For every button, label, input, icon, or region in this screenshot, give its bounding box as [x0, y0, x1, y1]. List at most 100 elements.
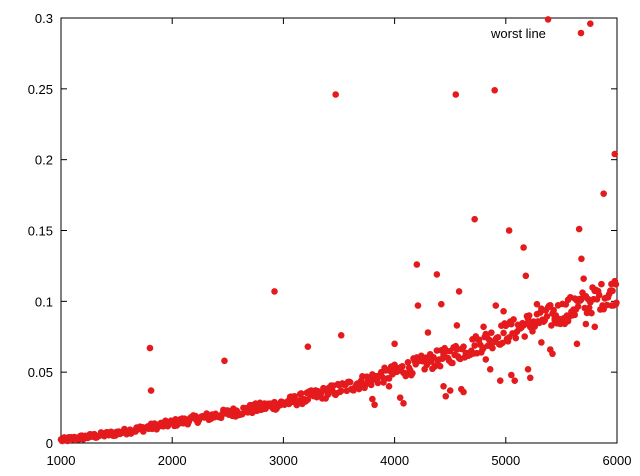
plot-frame [60, 17, 618, 444]
data-point [436, 362, 444, 370]
data-point [588, 309, 595, 317]
data-point [346, 378, 354, 386]
data-point [520, 244, 527, 251]
data-point [409, 369, 416, 377]
legend: worst line [490, 26, 585, 41]
data-point [404, 359, 412, 366]
y-tick-label: 0.2 [35, 153, 53, 168]
data-point [480, 323, 487, 331]
data-point [482, 356, 490, 363]
data-point [494, 333, 502, 341]
data-point [500, 307, 507, 315]
data-point [508, 371, 515, 379]
data-point [582, 320, 590, 328]
data-point [524, 366, 532, 373]
data-point [304, 396, 312, 403]
data-point [396, 394, 404, 401]
data-point [297, 390, 305, 397]
data-point [452, 91, 460, 98]
data-point [380, 379, 387, 386]
data-point [510, 316, 517, 323]
data-point [369, 395, 376, 403]
data-point [522, 272, 530, 280]
legend-label: worst line [490, 26, 546, 41]
data-point [460, 388, 467, 396]
data-point [543, 313, 551, 320]
data-point [413, 261, 421, 268]
data-point [337, 332, 345, 339]
data-point [379, 373, 386, 381]
data-point [486, 366, 494, 373]
data-point [512, 334, 520, 342]
data-point [511, 377, 518, 384]
data-point [578, 255, 585, 263]
data-point [460, 343, 467, 350]
y-tick-label: 0 [46, 436, 53, 451]
data-point [613, 299, 620, 307]
data-point [455, 288, 463, 295]
data-point [304, 343, 312, 350]
data-points [57, 16, 620, 445]
data-point [546, 302, 554, 309]
data-point [505, 227, 513, 234]
data-point [538, 339, 545, 346]
data-point [424, 329, 432, 336]
y-tick-label: 0.3 [35, 11, 53, 26]
data-point [600, 190, 607, 197]
data-point [146, 344, 154, 352]
data-point [585, 304, 593, 312]
x-tick-label: 4000 [380, 453, 409, 468]
y-tick-label: 0.1 [35, 294, 53, 309]
data-point [571, 311, 579, 319]
data-point [574, 303, 582, 310]
y-tick-label: 0.25 [28, 82, 53, 97]
data-point [580, 275, 587, 282]
data-point [548, 322, 555, 329]
data-point [400, 400, 407, 407]
data-point [499, 339, 506, 347]
data-point [533, 300, 541, 308]
data-point [399, 363, 406, 370]
data-point [332, 91, 339, 98]
data-point [504, 320, 512, 328]
y-tick-label: 0.05 [28, 365, 53, 380]
data-point [337, 387, 345, 395]
data-point [591, 323, 599, 331]
data-point [609, 287, 616, 295]
data-point [492, 302, 500, 309]
data-point [611, 150, 619, 158]
data-point [271, 288, 278, 295]
data-point [374, 379, 382, 387]
x-tick-label: 6000 [603, 453, 632, 468]
data-point [291, 392, 298, 400]
data-point [449, 359, 456, 367]
y-axis: 0 0.05 0.1 0.15 0.2 0.25 0.3 [28, 11, 617, 451]
data-point [489, 344, 496, 352]
data-point [496, 377, 504, 384]
x-tick-label: 5000 [491, 453, 520, 468]
data-point [440, 383, 447, 390]
data-point [221, 357, 228, 365]
data-point [525, 312, 533, 319]
data-point [564, 317, 572, 325]
data-point [385, 383, 393, 390]
data-point [521, 333, 528, 340]
data-point [551, 315, 559, 322]
data-point [571, 295, 579, 302]
data-point [442, 392, 450, 400]
data-point [391, 340, 398, 348]
x-tick-label: 1000 [47, 453, 76, 468]
data-point [544, 16, 552, 23]
data-point [324, 391, 332, 398]
data-point [446, 387, 454, 394]
data-point [367, 381, 375, 389]
data-point [475, 336, 483, 344]
data-point [612, 281, 620, 288]
data-point [500, 329, 507, 337]
data-point [371, 401, 378, 409]
data-point [526, 374, 534, 382]
y-tick-label: 0.15 [28, 224, 53, 239]
data-point [453, 322, 461, 329]
